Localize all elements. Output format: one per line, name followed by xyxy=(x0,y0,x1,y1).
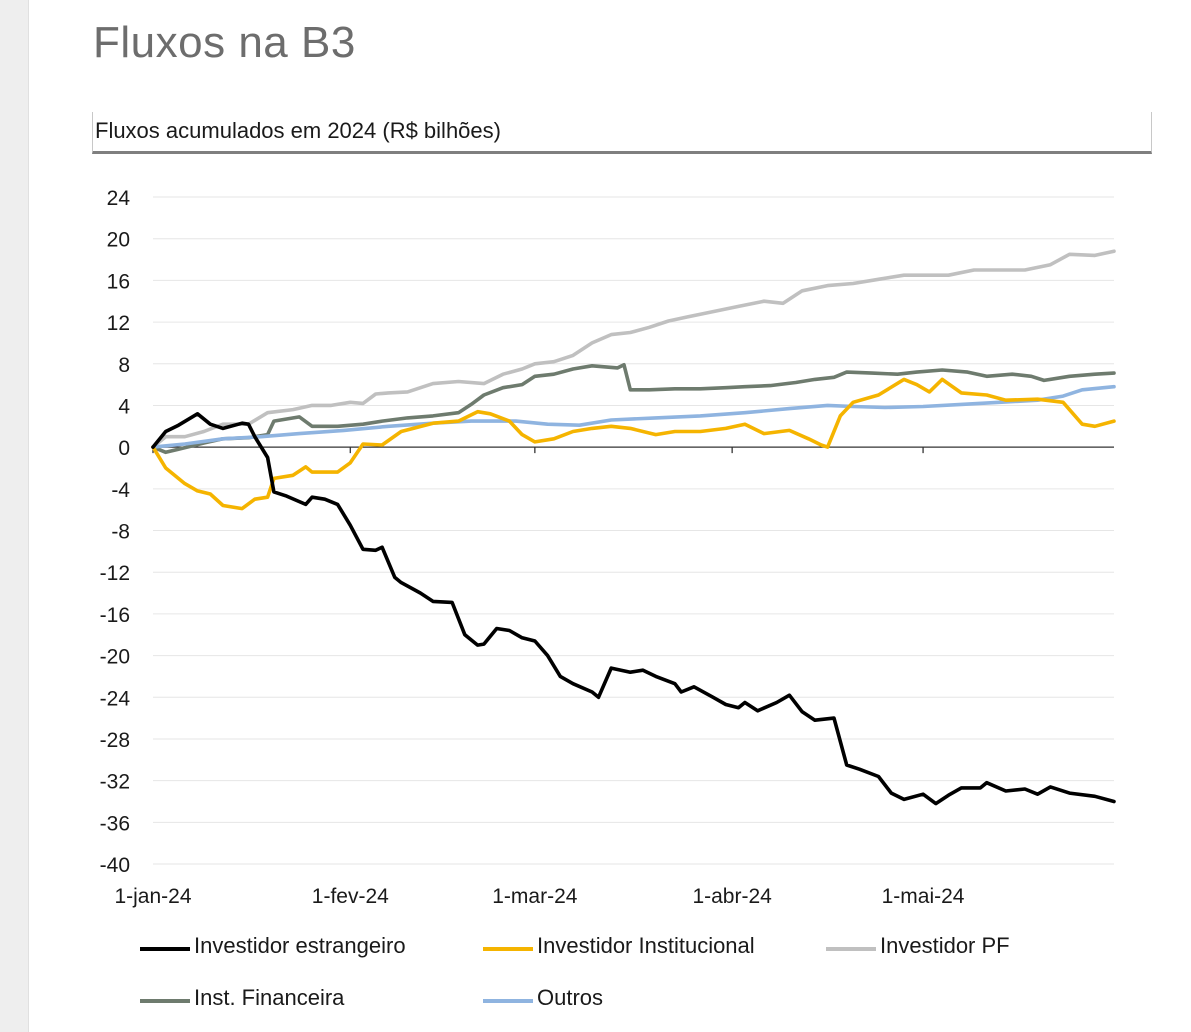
y-tick-label: 12 xyxy=(107,312,130,335)
legend-label: Investidor estrangeiro xyxy=(194,933,406,958)
legend-label: Outros xyxy=(537,985,604,1010)
y-tick-label: -8 xyxy=(111,521,130,544)
y-tick-label: 4 xyxy=(118,395,130,418)
chart-title: Fluxos acumulados em 2024 (R$ bilhões) xyxy=(95,118,501,143)
y-tick-label: -12 xyxy=(100,562,130,585)
x-tick-label: 1-mar-24 xyxy=(492,885,578,908)
x-tick-label: 1-jan-24 xyxy=(114,885,191,908)
series-line-investidor-estrangeiro xyxy=(151,412,1116,806)
series-line-inst-financeira xyxy=(151,363,1116,455)
x-tick-label: 1-fev-24 xyxy=(312,885,389,908)
legend-swatch xyxy=(483,947,533,951)
legend-label: Investidor PF xyxy=(880,933,1010,958)
y-tick-label: -40 xyxy=(100,854,130,877)
x-tick-label: 1-mai-24 xyxy=(882,885,965,908)
y-tick-label: -32 xyxy=(100,771,130,794)
y-axis: 24 20 16 12 8 4 0 -4 -8 -12 -16 -20 -24 -28 -32 -36 -40 xyxy=(100,187,131,877)
y-tick-label: 8 xyxy=(118,354,130,377)
left-margin-bar xyxy=(0,0,29,1032)
legend-swatch xyxy=(826,947,876,951)
y-tick-label: 24 xyxy=(107,187,131,210)
x-axis: 1-jan-24 1-fev-24 1-mar-24 1-abr-24 1-mai-24 xyxy=(114,446,1114,908)
page-title: Fluxos na B3 xyxy=(93,18,356,67)
chart-header: Fluxos acumulados em 2024 (R$ bilhões) xyxy=(92,112,1152,154)
y-tick-label: -24 xyxy=(100,687,131,710)
series-line-investidor-institucional xyxy=(151,377,1116,511)
legend-swatch xyxy=(483,999,533,1003)
y-tick-label: -28 xyxy=(100,729,130,752)
y-tick-label: -16 xyxy=(100,604,130,627)
y-tick-label: -36 xyxy=(100,812,130,835)
y-tick-label: 0 xyxy=(118,437,130,460)
y-tick-label: 20 xyxy=(107,229,130,252)
y-tick-label: -20 xyxy=(100,646,130,669)
y-tick-label: 16 xyxy=(107,270,130,293)
legend-label: Inst. Financeira xyxy=(194,985,345,1010)
x-tick-label: 1-abr-24 xyxy=(692,885,772,908)
series-line-outros xyxy=(151,384,1116,449)
legend-swatch xyxy=(140,999,190,1003)
series-line-investidor-pf xyxy=(151,249,1116,449)
legend-swatch xyxy=(140,947,190,951)
y-tick-label: -4 xyxy=(111,479,130,502)
chart-gridlines xyxy=(153,196,1114,865)
legend-label: Investidor Institucional xyxy=(537,933,755,958)
chart-series xyxy=(151,249,1116,806)
